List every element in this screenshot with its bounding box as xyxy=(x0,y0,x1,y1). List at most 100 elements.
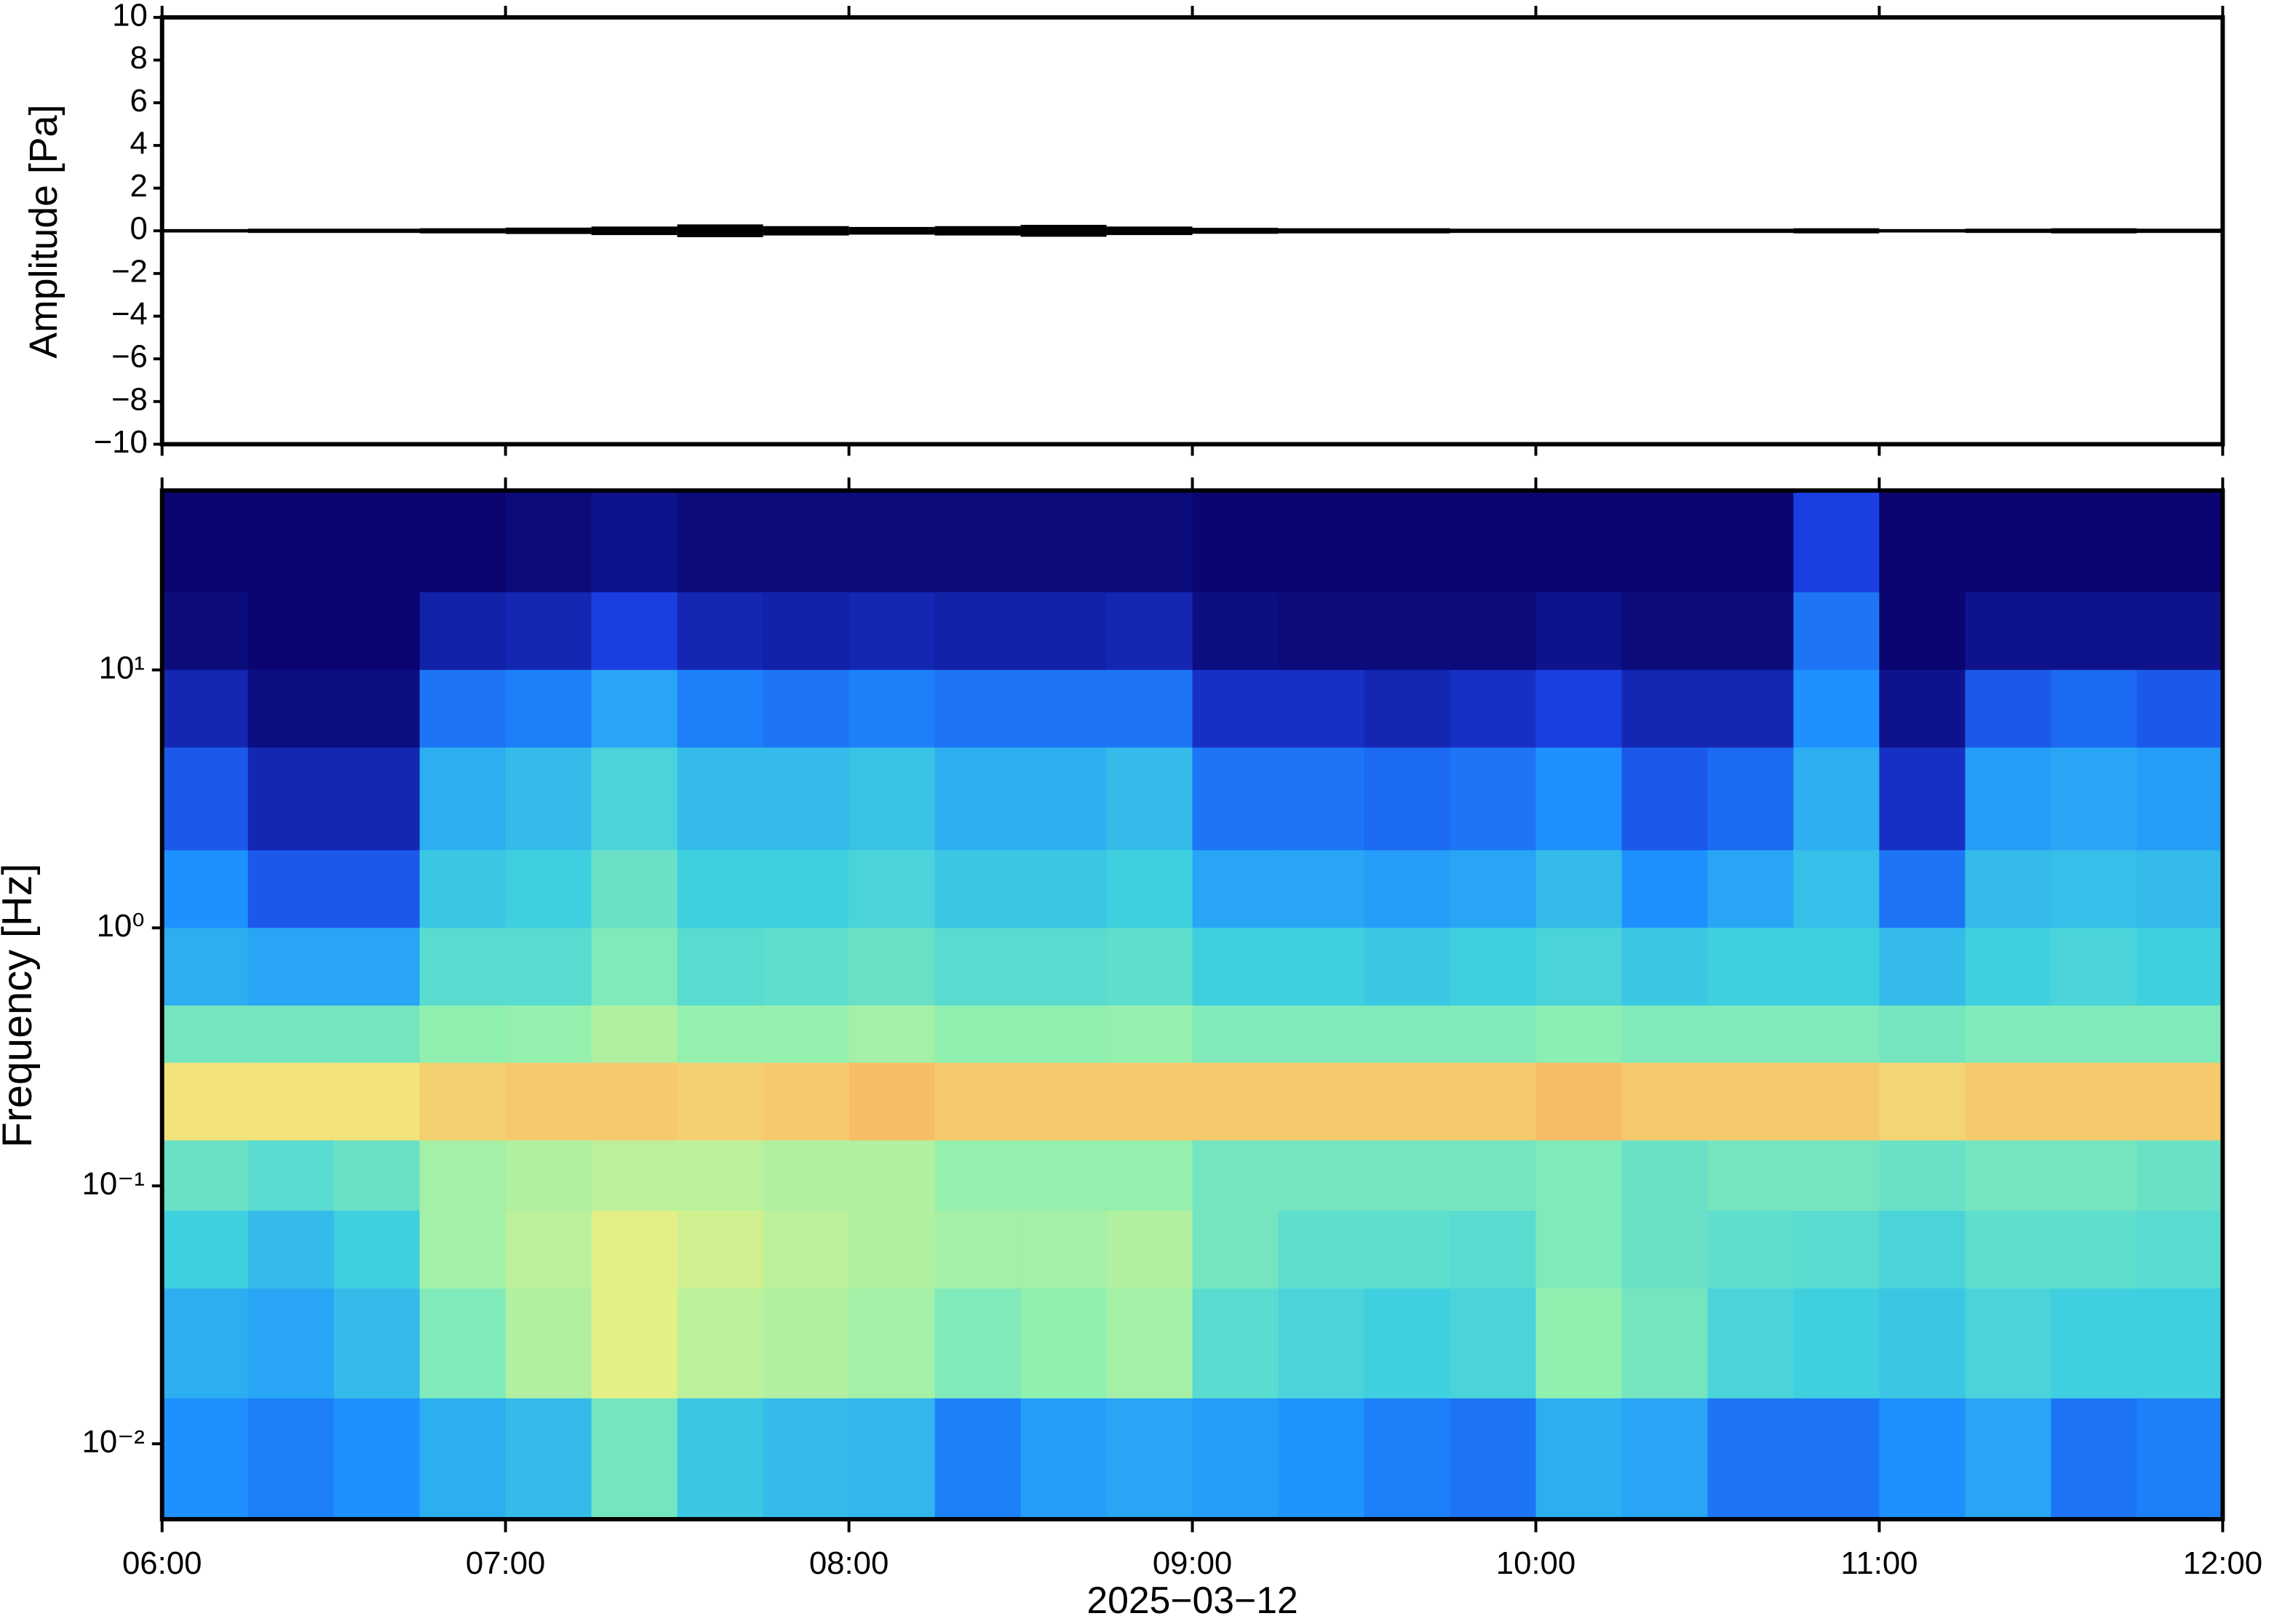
heat-cell xyxy=(333,850,421,929)
heat-cell xyxy=(162,1211,249,1289)
heat-cell xyxy=(1192,1288,1279,1399)
heat-cell xyxy=(763,1211,850,1289)
heat-cell xyxy=(1450,1005,1537,1064)
heat-cell xyxy=(1278,669,1365,749)
heat-cell xyxy=(1364,592,1451,671)
heat-cell xyxy=(2137,1140,2224,1212)
heat-cell xyxy=(2137,1005,2224,1064)
heat-cell xyxy=(1879,1288,1966,1399)
heat-cell xyxy=(505,1140,592,1212)
heat-cell xyxy=(333,1062,421,1142)
heat-cell xyxy=(333,592,421,671)
heat-cell xyxy=(1793,928,1880,1006)
heat-cell xyxy=(1793,1062,1880,1142)
heat-cell xyxy=(2137,1288,2224,1399)
heat-cell xyxy=(763,747,850,851)
heat-cell xyxy=(849,1211,936,1289)
heat-cell xyxy=(333,1211,421,1289)
heat-cell xyxy=(1278,1288,1365,1399)
heat-cell xyxy=(419,490,506,593)
x-axis-label: 2025−03−12 xyxy=(1086,1579,1298,1621)
heat-cell xyxy=(1879,850,1966,929)
heat-cell xyxy=(419,1288,506,1399)
heat-cell xyxy=(419,1062,506,1142)
heat-cell xyxy=(934,669,1022,749)
heat-cell xyxy=(1879,747,1966,851)
heat-cell xyxy=(247,928,335,1006)
heat-cell xyxy=(1450,592,1537,671)
heat-cell xyxy=(2137,490,2224,593)
heat-cell xyxy=(934,1398,1022,1520)
heat-cell xyxy=(1621,669,1709,749)
heat-cell xyxy=(1192,850,1279,929)
heat-cell xyxy=(1192,1062,1279,1142)
y-tick-label: 10⁰ xyxy=(97,908,145,944)
heat-cell xyxy=(247,850,335,929)
heat-cell xyxy=(1965,928,2052,1006)
heat-cell xyxy=(677,1062,764,1142)
y-tick-label: 8 xyxy=(130,40,148,76)
y-tick-label: −8 xyxy=(111,381,148,417)
heat-cell xyxy=(849,1140,936,1212)
heat-cell xyxy=(1965,1140,2052,1212)
heat-cell xyxy=(591,490,678,593)
heat-cell xyxy=(849,850,936,929)
heat-cell xyxy=(1535,1398,1623,1520)
heat-cell xyxy=(763,592,850,671)
heat-cell xyxy=(1621,1062,1709,1142)
heat-cell xyxy=(333,1398,421,1520)
heat-cell xyxy=(1450,1062,1537,1142)
heat-cell xyxy=(677,1398,764,1520)
heat-cell xyxy=(934,1062,1022,1142)
heat-cell xyxy=(1793,1398,1880,1520)
heat-cell xyxy=(1707,490,1795,593)
heat-cell xyxy=(419,592,506,671)
heat-cell xyxy=(677,1288,764,1399)
y-tick-label: −10 xyxy=(94,424,148,460)
heat-cell xyxy=(1965,747,2052,851)
y-tick-label: 10⁻² xyxy=(82,1424,145,1460)
heat-cell xyxy=(1535,1140,1623,1212)
heat-cell xyxy=(1278,1211,1365,1289)
heat-cell xyxy=(1965,669,2052,749)
heat-cell xyxy=(1020,747,1108,851)
heat-cell xyxy=(419,1140,506,1212)
heat-cell xyxy=(1364,1140,1451,1212)
heat-cell xyxy=(162,928,249,1006)
heat-cell xyxy=(1364,747,1451,851)
heat-cell xyxy=(419,1005,506,1064)
heat-cell xyxy=(505,1288,592,1399)
heat-cell xyxy=(1879,1398,1966,1520)
heat-cell xyxy=(1707,1005,1795,1064)
heat-cell xyxy=(1879,490,1966,593)
heat-cell xyxy=(1106,592,1193,671)
heat-cell xyxy=(1965,592,2052,671)
y-tick-label: 2 xyxy=(130,168,148,204)
heat-cell xyxy=(677,850,764,929)
heat-cell xyxy=(677,1211,764,1289)
heat-cell xyxy=(1535,669,1623,749)
heat-cell xyxy=(591,928,678,1006)
heat-cell xyxy=(2051,1288,2138,1399)
heat-cell xyxy=(849,490,936,593)
heat-cell xyxy=(1621,928,1709,1006)
heat-cell xyxy=(2137,1062,2224,1142)
heat-cell xyxy=(1621,592,1709,671)
y-tick-label: 10⁻¹ xyxy=(82,1166,145,1201)
heat-cell xyxy=(1020,1398,1108,1520)
heat-cell xyxy=(2137,928,2224,1006)
heat-cell xyxy=(247,1062,335,1142)
x-tick-label: 06:00 xyxy=(122,1545,202,1581)
heat-cell xyxy=(1020,669,1108,749)
heat-cell xyxy=(1278,490,1365,593)
heat-cell xyxy=(419,850,506,929)
heat-cell xyxy=(333,1288,421,1399)
heat-cell xyxy=(1535,490,1623,593)
heat-cell xyxy=(763,1140,850,1212)
heat-cell xyxy=(1707,747,1795,851)
heat-cell xyxy=(247,490,335,593)
heat-cell xyxy=(934,592,1022,671)
heat-cell xyxy=(591,669,678,749)
heat-cell xyxy=(591,850,678,929)
heat-cell xyxy=(934,1005,1022,1064)
